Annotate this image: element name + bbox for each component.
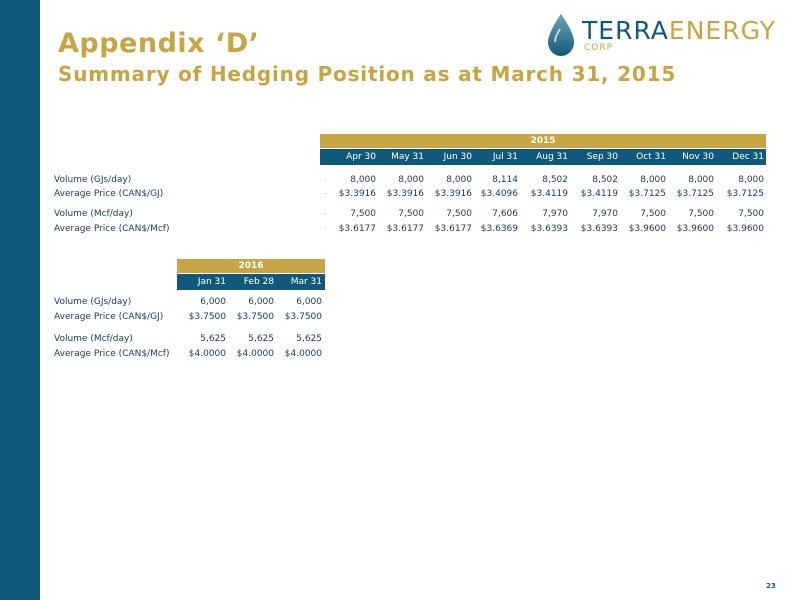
table-cell: $3.9600 [676, 224, 714, 234]
logo-wordmark: TERRAENERGY [582, 16, 776, 45]
column-header: Jul 31 [492, 152, 518, 162]
row-label: Volume (Mcf/day) [54, 209, 133, 219]
table-row: Volume (GJs/day) · 8,000 8,000 8,000 8,114 8,5… [54, 174, 764, 186]
column-header: Mar 31 [290, 277, 322, 287]
row-label: Average Price (CAN$/GJ) [54, 189, 164, 199]
table-cell: 8,000 [398, 175, 424, 185]
table-cell: 5,625 [200, 334, 226, 344]
table-cell: 6,000 [200, 297, 226, 307]
table-cell: 7,500 [350, 209, 376, 219]
table-cell: $3.3916 [338, 189, 376, 199]
droplet-icon [548, 14, 574, 56]
table-row: Average Price (CAN$/GJ) $3.7500 $3.7500 $3.… [54, 311, 322, 323]
page-number: 23 [766, 582, 776, 590]
table-cell: $3.7125 [726, 189, 764, 199]
column-header: May 31 [391, 152, 424, 162]
table-cell: 5,625 [248, 334, 274, 344]
table-cell: 6,000 [296, 297, 322, 307]
table-cell: 7,970 [542, 209, 568, 219]
table-cell: $3.9600 [628, 224, 666, 234]
table-cell: 8,000 [688, 175, 714, 185]
table-row: Average Price (CAN$/GJ) · $3.3916 $3.3916 $3… [54, 188, 764, 200]
table-cell: $4.0000 [284, 349, 322, 359]
table-cell: $4.0000 [188, 349, 226, 359]
logo-word-energy: ENERGY [668, 16, 776, 45]
table-cell: $3.4119 [530, 189, 568, 199]
table-row: Volume (Mcf/day) 5,625 5,625 5,625 [54, 333, 322, 345]
table-cell: 7,500 [640, 209, 666, 219]
page-subtitle: Summary of Hedging Position as at March … [58, 62, 677, 86]
year-header-2015: 2015 [320, 134, 766, 148]
column-header: Jun 30 [443, 152, 472, 162]
row-label: Average Price (CAN$/Mcf) [54, 224, 170, 234]
table-cell: $3.6177 [338, 224, 376, 234]
year-header-2016: 2016 [177, 259, 325, 273]
table-cell: $3.3916 [434, 189, 472, 199]
row-label: Average Price (CAN$/Mcf) [54, 349, 170, 359]
table-cell: 8,114 [492, 175, 518, 185]
table-row: Average Price (CAN$/Mcf) $4.0000 $4.0000 $4… [54, 348, 322, 360]
row-marker: · [324, 225, 327, 233]
table-cell: 7,500 [688, 209, 714, 219]
table-cell: $3.9600 [726, 224, 764, 234]
table-cell: $3.3916 [386, 189, 424, 199]
table-cell: 7,970 [592, 209, 618, 219]
row-label: Volume (Mcf/day) [54, 334, 133, 344]
month-header-row-2016: Jan 31 Feb 28 Mar 31 [177, 274, 325, 290]
row-label: Average Price (CAN$/GJ) [54, 312, 164, 322]
table-cell: 8,502 [592, 175, 618, 185]
table-cell: 7,500 [446, 209, 472, 219]
table-row: Volume (Mcf/day) · 7,500 7,500 7,500 7,606 7,9… [54, 208, 764, 220]
logo-word-terra: TERRA [582, 16, 669, 45]
table-row: Average Price (CAN$/Mcf) · $3.6177 $3.6177 $… [54, 223, 764, 235]
table-cell: $3.7125 [628, 189, 666, 199]
logo-tagline: CORP [584, 43, 614, 53]
row-label: Volume (GJs/day) [54, 297, 132, 307]
table-cell: 5,625 [296, 334, 322, 344]
table-cell: 8,000 [446, 175, 472, 185]
table-cell: 7,606 [492, 209, 518, 219]
table-row: Volume (GJs/day) 6,000 6,000 6,000 [54, 296, 322, 308]
left-sidebar-band [0, 0, 40, 600]
column-header: Feb 28 [243, 277, 274, 287]
table-cell: $3.7500 [284, 312, 322, 322]
table-cell: 8,000 [738, 175, 764, 185]
column-header: Apr 30 [346, 152, 376, 162]
table-cell: 8,502 [542, 175, 568, 185]
table-cell: $3.4119 [580, 189, 618, 199]
row-marker: · [324, 210, 327, 218]
table-cell: 8,000 [640, 175, 666, 185]
column-header: Jan 31 [197, 277, 226, 287]
row-marker: · [324, 176, 327, 184]
table-cell: $3.6177 [434, 224, 472, 234]
table-cell: 7,500 [398, 209, 424, 219]
column-header: Sep 30 [586, 152, 618, 162]
table-cell: $3.4096 [480, 189, 518, 199]
table-cell: $3.7125 [676, 189, 714, 199]
page-title: Appendix ‘D’ [58, 28, 260, 59]
table-cell: 7,500 [738, 209, 764, 219]
table-cell: $3.6369 [480, 224, 518, 234]
table-cell: $3.6177 [386, 224, 424, 234]
company-logo: TERRAENERGY CORP [544, 10, 784, 60]
table-cell: $3.6393 [580, 224, 618, 234]
row-label: Volume (GJs/day) [54, 175, 132, 185]
column-header: Aug 31 [536, 152, 568, 162]
table-cell: 8,000 [350, 175, 376, 185]
column-header: Oct 31 [636, 152, 666, 162]
month-header-row-2015: Apr 30 May 31 Jun 30 Jul 31 Aug 31 Sep 30 Oct … [320, 149, 766, 165]
table-cell: $3.7500 [236, 312, 274, 322]
table-cell: $3.6393 [530, 224, 568, 234]
table-cell: $3.7500 [188, 312, 226, 322]
column-header: Nov 30 [682, 152, 714, 162]
table-cell: $4.0000 [236, 349, 274, 359]
row-marker: · [324, 190, 327, 198]
table-cell: 6,000 [248, 297, 274, 307]
column-header: Dec 31 [732, 152, 764, 162]
